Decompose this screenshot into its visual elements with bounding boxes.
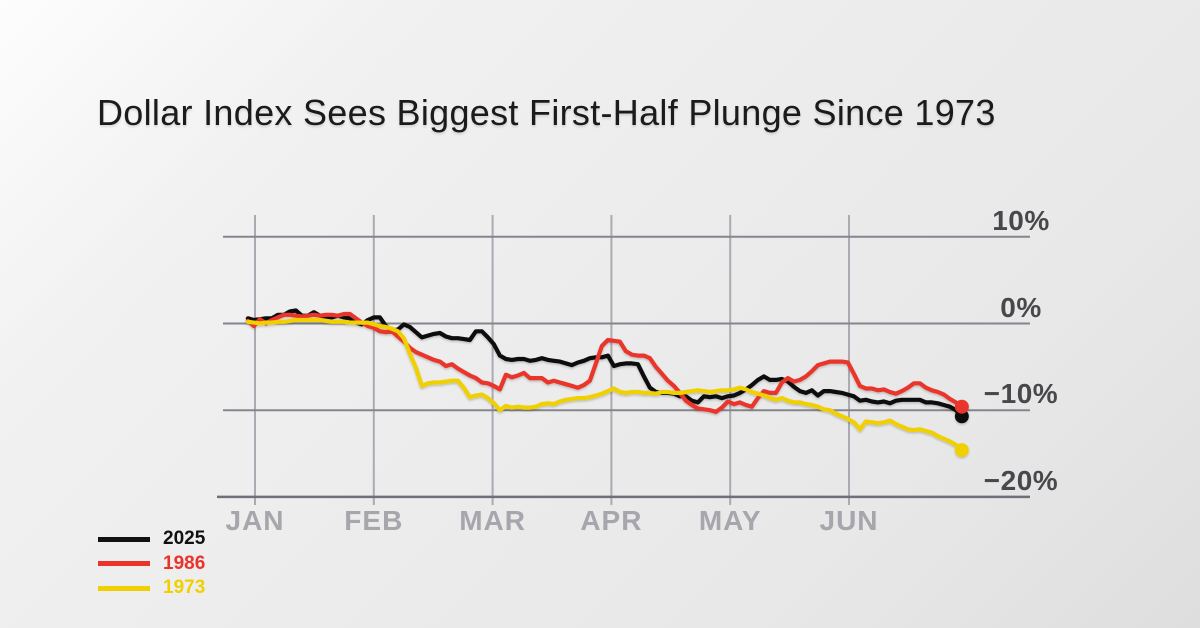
y-axis-label: −20% [983,464,1059,496]
legend-line-swatch [98,561,150,567]
series-line-1973 [245,317,965,453]
legend-line-swatch [98,536,150,542]
legend-item-1986: 1986 [98,552,205,576]
legend-label: 1986 [163,552,206,574]
legend-line-swatch [98,585,150,591]
x-axis-label: JAN [225,505,285,536]
legend-label: 1973 [163,577,206,599]
x-axis-label: MAY [698,505,762,536]
series-end-dot-1973 [954,443,969,458]
data-series [245,308,969,458]
x-axis-label: MAR [459,505,526,536]
legend-item-1973: 1973 [98,576,205,600]
legend-label: 2025 [163,528,206,549]
series-end-dot-1986 [954,399,969,414]
x-axis-label: APR [580,505,643,536]
legend-item-2025: 2025 [98,527,205,551]
x-axis-label: JUN [819,505,879,536]
y-axis-label: −10% [983,378,1059,410]
x-axis-label: FEB [344,505,404,536]
horizontal-gridlines [217,235,1030,499]
series-line-1986 [245,311,965,414]
chart-title: Dollar Index Sees Biggest First-Half Plu… [97,92,996,133]
y-axis-label: 10% [992,204,1050,236]
y-axis-label: 0% [1000,291,1042,323]
series-line-2025 [245,308,965,419]
